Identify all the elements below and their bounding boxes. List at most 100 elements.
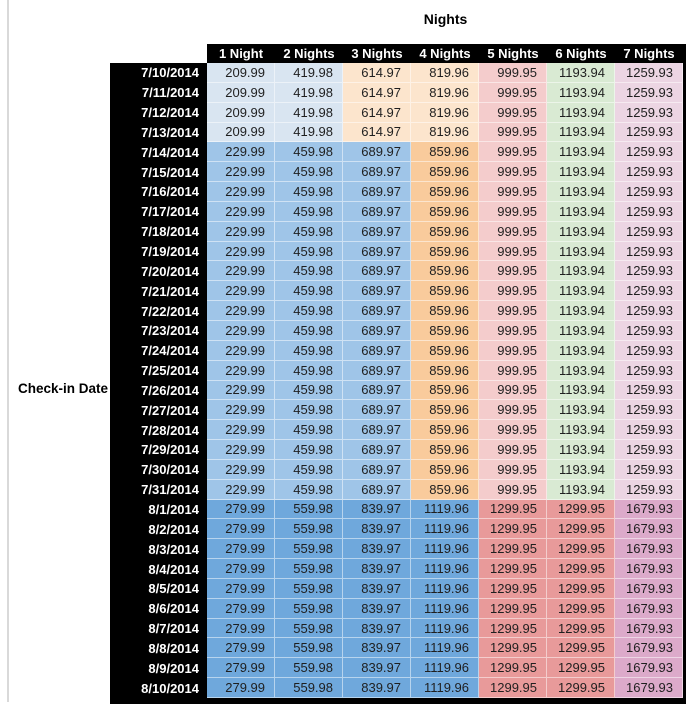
price-cell: 1299.95 (547, 578, 615, 599)
price-cell: 279.99 (207, 638, 275, 659)
price-cell: 229.99 (207, 320, 275, 341)
price-cell: 559.98 (275, 598, 343, 619)
price-cell: 999.95 (479, 301, 547, 321)
price-cell: 1299.95 (479, 519, 547, 540)
price-cell: 689.97 (343, 320, 411, 341)
price-cell: 859.96 (411, 380, 479, 401)
price-cell: 839.97 (343, 539, 411, 560)
price-cell: 229.99 (207, 340, 275, 361)
price-cell: 1299.95 (479, 618, 547, 639)
price-cell: 839.97 (343, 678, 411, 698)
price-cell: 999.95 (479, 400, 547, 421)
price-cell: 1259.93 (615, 162, 683, 183)
price-cell: 559.98 (275, 539, 343, 560)
price-cell: 999.95 (479, 459, 547, 480)
price-cell: 279.99 (207, 499, 275, 520)
price-cell: 1193.94 (547, 281, 615, 302)
price-cell: 859.96 (411, 182, 479, 202)
price-cell: 419.98 (275, 63, 343, 83)
price-cell: 459.98 (275, 320, 343, 341)
date-cell: 7/27/2014 (110, 400, 207, 421)
price-cell: 559.98 (275, 578, 343, 599)
price-cell: 859.96 (411, 360, 479, 381)
price-cell: 1259.93 (615, 201, 683, 222)
price-cell: 229.99 (207, 201, 275, 222)
date-cell: 7/15/2014 (110, 162, 207, 183)
price-cell: 839.97 (343, 598, 411, 619)
price-cell: 459.98 (275, 142, 343, 163)
price-cell: 1299.95 (479, 539, 547, 560)
date-cell: 8/5/2014 (110, 578, 207, 599)
price-cell: 1259.93 (615, 142, 683, 163)
price-cell: 1119.96 (411, 519, 479, 540)
price-cell: 1679.93 (615, 618, 683, 639)
date-cell: 7/18/2014 (110, 221, 207, 242)
price-cell: 689.97 (343, 261, 411, 282)
price-cell: 559.98 (275, 519, 343, 540)
price-cell: 459.98 (275, 380, 343, 401)
column-header: 7 Nights (615, 44, 683, 63)
price-cell: 1193.94 (547, 241, 615, 262)
price-cell: 839.97 (343, 499, 411, 520)
price-cell: 999.95 (479, 380, 547, 401)
price-cell: 614.97 (343, 102, 411, 123)
price-cell: 1193.94 (547, 360, 615, 381)
date-cell: 7/12/2014 (110, 102, 207, 123)
price-cell: 1193.94 (547, 201, 615, 222)
price-cell: 279.99 (207, 618, 275, 639)
price-cell: 1299.95 (479, 678, 547, 698)
price-cell: 1299.95 (547, 559, 615, 579)
price-cell: 229.99 (207, 182, 275, 202)
price-cell: 229.99 (207, 400, 275, 421)
price-cell: 689.97 (343, 162, 411, 183)
price-cell: 1259.93 (615, 122, 683, 143)
price-cell: 859.96 (411, 440, 479, 460)
date-cell: 7/17/2014 (110, 201, 207, 222)
price-cell: 1193.94 (547, 459, 615, 480)
price-cell: 459.98 (275, 340, 343, 361)
price-cell: 1299.95 (547, 678, 615, 698)
price-cell: 209.99 (207, 82, 275, 103)
price-cell: 1193.94 (547, 340, 615, 361)
page-left-border (7, 0, 9, 702)
price-cell: 839.97 (343, 658, 411, 679)
price-cell: 819.96 (411, 102, 479, 123)
price-cell: 859.96 (411, 241, 479, 262)
price-cell: 459.98 (275, 459, 343, 480)
price-cell: 1299.95 (479, 578, 547, 599)
price-cell: 1679.93 (615, 499, 683, 520)
price-cell: 859.96 (411, 301, 479, 321)
price-cell: 229.99 (207, 380, 275, 401)
column-header: 3 Nights (343, 44, 411, 63)
price-cell: 1193.94 (547, 420, 615, 441)
date-cell: 7/30/2014 (110, 459, 207, 480)
price-cell: 1259.93 (615, 241, 683, 262)
price-cell: 1119.96 (411, 658, 479, 679)
price-cell: 229.99 (207, 261, 275, 282)
price-cell: 859.96 (411, 459, 479, 480)
price-cell: 459.98 (275, 201, 343, 222)
price-cell: 1259.93 (615, 440, 683, 460)
column-header: 4 Nights (411, 44, 479, 63)
price-cell: 209.99 (207, 102, 275, 123)
price-cell: 999.95 (479, 479, 547, 500)
date-cell: 7/29/2014 (110, 440, 207, 460)
price-cell: 839.97 (343, 618, 411, 639)
date-cell: 8/10/2014 (110, 678, 207, 698)
price-cell: 819.96 (411, 122, 479, 143)
date-cell: 8/8/2014 (110, 638, 207, 659)
price-cell: 689.97 (343, 400, 411, 421)
date-cell: 7/19/2014 (110, 241, 207, 262)
price-cell: 1679.93 (615, 678, 683, 698)
price-cell: 229.99 (207, 479, 275, 500)
price-cell: 1259.93 (615, 380, 683, 401)
price-cell: 459.98 (275, 221, 343, 242)
date-cell: 8/3/2014 (110, 539, 207, 560)
price-cell: 859.96 (411, 320, 479, 341)
price-cell: 1193.94 (547, 301, 615, 321)
price-cell: 279.99 (207, 519, 275, 540)
price-cell: 1299.95 (547, 499, 615, 520)
price-cell: 419.98 (275, 102, 343, 123)
price-cell: 1299.95 (547, 618, 615, 639)
price-cell: 1299.95 (479, 559, 547, 579)
